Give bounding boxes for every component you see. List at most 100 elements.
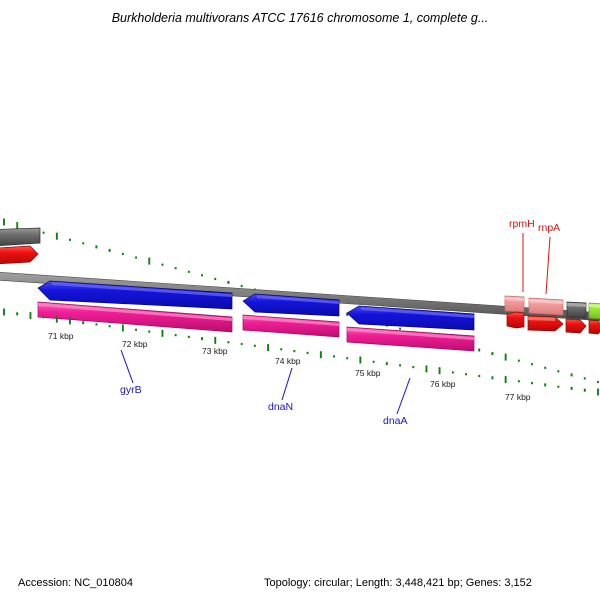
sequence-tick: [399, 364, 401, 367]
sequence-tick: [82, 321, 85, 325]
sequence-tick: [161, 263, 164, 266]
feature-box-green-right[interactable]: [588, 302, 600, 320]
sequence-tick: [544, 366, 547, 369]
sequence-tick: [504, 353, 507, 361]
gene-label-gyrB[interactable]: gyrB: [120, 384, 142, 396]
feature-arrow-red-2[interactable]: [527, 315, 564, 332]
sequence-tick: [517, 359, 520, 362]
ruler-tick-label-0: 71 kbp: [48, 331, 74, 341]
gene-label-rnpA[interactable]: rnpA: [538, 222, 560, 234]
page-title: Burkholderia multivorans ATCC 17616 chro…: [112, 11, 489, 25]
genome-summary-label: Topology: circular; Length: 3,448,421 bp…: [264, 577, 532, 589]
cds-arrow-gyrB[interactable]: [37, 280, 233, 310]
ruler-label-group: 71 kbp 72 kbp 73 kbp 74 kbp 75 kbp 76 kbp 77 k…: [48, 331, 531, 402]
sequence-tick: [42, 316, 45, 319]
ruler-tick-label-1: 72 kbp: [122, 339, 148, 349]
ruler-tick-label-3: 74 kbp: [275, 356, 301, 366]
leader-line-gyrB: [120, 349, 134, 384]
sequence-tick: [531, 363, 533, 366]
gene-label-group[interactable]: gyrB dnaN dnaA rpmH rnpA: [120, 218, 560, 427]
leader-line-dnaN: [281, 367, 293, 401]
sequence-tick: [161, 329, 164, 337]
sequence-tick: [346, 357, 349, 360]
sequence-tick: [597, 388, 599, 396]
leader-line-rnpA: [545, 236, 551, 295]
sequence-tick: [425, 365, 428, 373]
sequence-tick: [135, 328, 137, 331]
sequence-tick: [517, 380, 520, 383]
feature-arrow-red-3[interactable]: [565, 318, 587, 334]
sequence-tick: [399, 327, 401, 330]
sequence-tick: [280, 348, 283, 351]
cds-feature-group[interactable]: [37, 280, 475, 331]
sequence-tick: [557, 385, 560, 388]
feature-arrow-red-1[interactable]: [506, 311, 525, 329]
sequence-tick: [240, 342, 243, 346]
feature-box-gray-right[interactable]: [566, 301, 587, 319]
sequence-tick: [3, 308, 5, 316]
gene-bar-dnaA[interactable]: [346, 326, 475, 352]
gene-feature-group[interactable]: [37, 301, 475, 352]
sequence-tick: [570, 386, 573, 390]
ruler-tick-label-5: 76 kbp: [430, 379, 456, 389]
leader-line-dnaA: [396, 377, 411, 415]
sequence-tick: [174, 334, 177, 337]
gene-label-rpmH[interactable]: rpmH: [509, 218, 535, 230]
sequence-tick: [187, 270, 190, 273]
right-feature-top-row[interactable]: [504, 295, 600, 320]
sequence-tick: [201, 274, 203, 277]
sequence-tick: [227, 341, 230, 344]
gene-label-dnaN[interactable]: dnaN: [268, 401, 293, 413]
sequence-tick: [253, 344, 256, 347]
sequence-tick: [293, 350, 296, 353]
cds-arrow-dnaN[interactable]: [242, 293, 340, 317]
feature-red-left-arrow[interactable]: [0, 245, 39, 265]
sequence-tick: [227, 280, 230, 284]
sequence-tick: [465, 373, 467, 376]
ruler-tick-label-4: 75 kbp: [355, 368, 381, 378]
sequence-tick: [29, 312, 32, 320]
sequence-tick: [82, 242, 85, 245]
sequence-tick: [55, 232, 58, 240]
sequence-tick: [359, 356, 362, 364]
feature-arrow-red-4[interactable]: [588, 319, 600, 335]
sequence-tick: [583, 377, 586, 380]
accession-label: Accession: NC_010804: [18, 577, 133, 589]
sequence-tick: [121, 324, 124, 332]
sequence-tick: [478, 374, 481, 378]
sequence-tick: [42, 231, 45, 234]
gene-bar-dnaN[interactable]: [242, 314, 340, 338]
sequence-tick: [240, 284, 243, 288]
feature-box-rpmH[interactable]: [504, 295, 525, 313]
sequence-tick: [108, 248, 111, 252]
feature-gray-left[interactable]: [0, 227, 41, 247]
sequence-tick: [597, 380, 599, 384]
gene-bar-gyrB[interactable]: [37, 301, 233, 333]
genome-backbone[interactable]: [0, 272, 600, 321]
lower-tick-track: [3, 308, 599, 396]
sequence-tick: [121, 252, 124, 256]
sequence-tick: [174, 267, 177, 270]
sequence-tick: [583, 388, 586, 392]
sequence-tick: [3, 218, 5, 226]
sequence-tick: [148, 330, 151, 333]
sequence-tick: [95, 245, 98, 249]
sequence-tick: [187, 335, 190, 338]
cds-arrow-dnaA[interactable]: [346, 305, 475, 331]
sequence-tick: [544, 383, 547, 387]
sequence-tick: [214, 277, 217, 280]
sequence-tick: [478, 348, 481, 352]
sequence-tick: [372, 360, 375, 363]
feature-box-rnpA[interactable]: [528, 297, 564, 316]
right-feature-bottom-row[interactable]: [506, 311, 600, 335]
sequence-tick: [201, 337, 203, 341]
sequence-tick: [319, 351, 322, 359]
sequence-tick: [557, 370, 560, 373]
sequence-tick: [135, 256, 137, 259]
sequence-tick: [570, 373, 573, 377]
gene-label-dnaA[interactable]: dnaA: [383, 415, 408, 427]
sequence-tick: [267, 344, 269, 352]
sequence-tick: [504, 376, 507, 384]
